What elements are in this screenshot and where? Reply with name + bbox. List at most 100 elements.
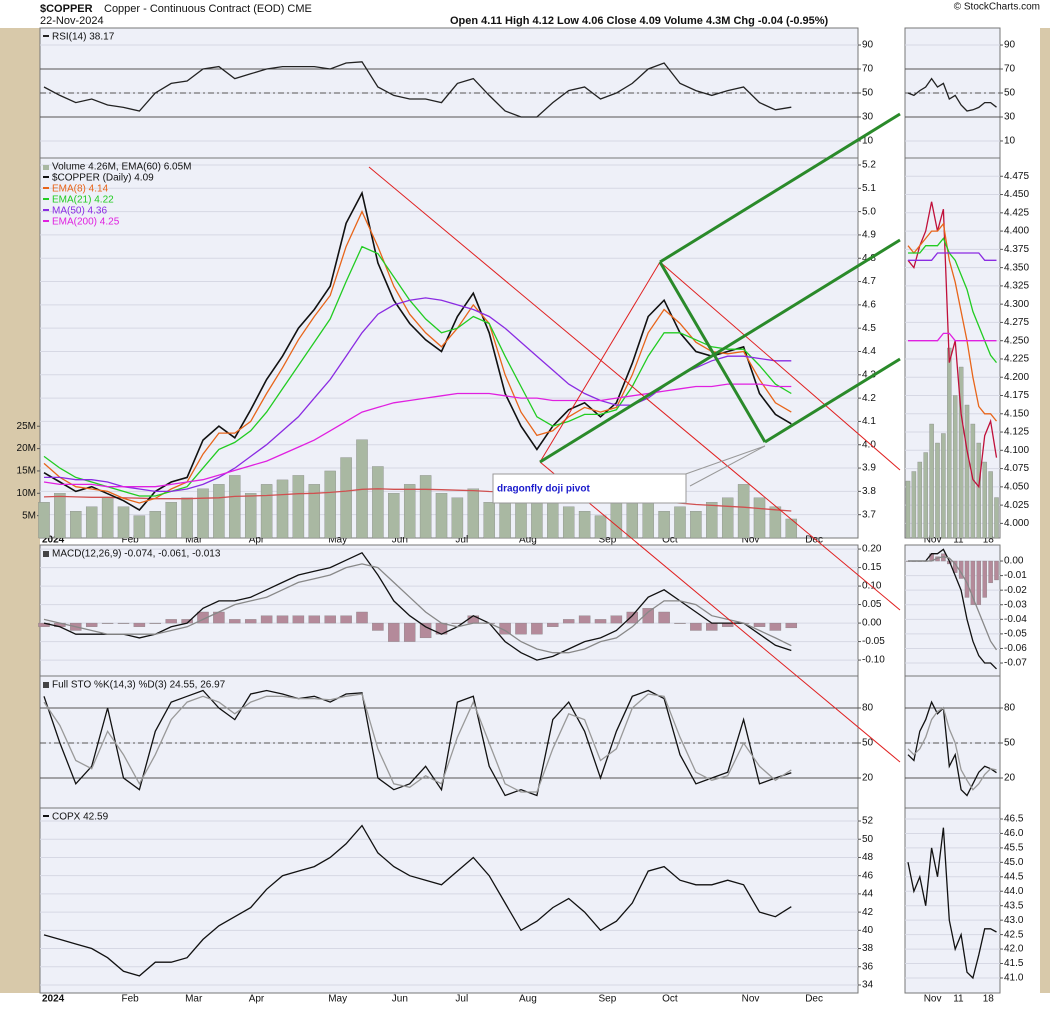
legend-entry: Volume 4.26M, EMA(60) 6.05M — [52, 162, 192, 173]
bar — [626, 611, 639, 624]
x-tick-label: 2024 — [42, 994, 65, 1005]
x-tick-label: Jul — [455, 994, 468, 1005]
bar — [117, 622, 130, 624]
bar — [133, 515, 146, 539]
bar — [149, 622, 162, 624]
callout-pointer — [679, 445, 766, 487]
x-tick-label: Mar — [185, 535, 203, 546]
x-tick-label: May — [328, 535, 347, 546]
bar — [467, 615, 480, 624]
bar — [435, 493, 448, 539]
x-tick-label: Sep — [599, 994, 617, 1005]
bar — [213, 484, 225, 539]
y-tick-label: 4.225 — [1004, 354, 1029, 365]
y-tick-label: 50 — [1004, 88, 1016, 99]
left-margin — [0, 28, 40, 993]
y-tick-label: 4.325 — [1004, 281, 1029, 292]
y-tick-label: 10 — [862, 136, 874, 147]
y-tick-label: 5.1 — [862, 183, 876, 194]
bar — [905, 480, 911, 539]
y-tick-label: 80 — [862, 703, 874, 714]
y-tick-label: 70 — [1004, 64, 1016, 75]
bar — [419, 622, 432, 639]
bar — [54, 493, 66, 539]
legend-swatch — [43, 176, 49, 178]
trend-line — [539, 261, 661, 463]
x-tick-label: 11 — [953, 994, 964, 1005]
pitchfork-median — [539, 238, 901, 464]
bar — [70, 511, 82, 539]
y-tick-label: 45.5 — [1004, 843, 1024, 854]
x-tick-label: Nov — [742, 994, 760, 1005]
bar — [133, 622, 146, 627]
bar — [785, 518, 798, 539]
x-tick-label: 2024 — [42, 535, 65, 546]
bar — [994, 497, 999, 539]
quote: Open 4.11 High 4.12 Low 4.06 Close 4.09 … — [450, 15, 829, 27]
x-tick-label: Jun — [392, 535, 408, 546]
bar — [610, 615, 623, 624]
series-line — [43, 383, 792, 488]
right-margin — [1040, 28, 1050, 993]
credit: © StockCharts.com — [954, 2, 1040, 13]
x-tick-label: Nov — [924, 994, 942, 1005]
legend-swatch — [43, 187, 49, 189]
panel — [904, 807, 1001, 994]
bar — [674, 506, 686, 539]
y-tick-label: 4.250 — [1004, 335, 1029, 346]
y-tick-label: 45.0 — [1004, 857, 1024, 868]
bar — [958, 366, 964, 539]
bar — [753, 497, 766, 539]
panels: 10 30 50 70 90 RSI(14) 38.17 3.7 3.8 3.9 4.0 4.1 4.… — [17, 27, 1029, 1005]
legend-swatch — [43, 815, 49, 817]
series-line — [908, 332, 997, 342]
y-tick-label: 4.275 — [1004, 317, 1029, 328]
y-tick-label: 43.0 — [1004, 915, 1024, 926]
bar — [197, 611, 209, 624]
bar — [578, 511, 591, 539]
series-line — [43, 551, 792, 661]
y-tick-label: 4.450 — [1004, 189, 1029, 200]
y-tick-label: 70 — [862, 64, 874, 75]
bar — [935, 442, 940, 539]
y-tick-label: 44.5 — [1004, 871, 1024, 882]
bar — [785, 622, 798, 629]
y-tick-label: 4.025 — [1004, 500, 1029, 511]
bar — [531, 622, 543, 635]
symbol: $COPPER — [40, 3, 93, 15]
bar — [531, 502, 543, 539]
y-tick-label: 4.7 — [862, 276, 876, 287]
bar — [562, 506, 575, 539]
y-tick-label: 46.0 — [1004, 828, 1024, 839]
pitchfork-tine — [764, 357, 901, 444]
y-tick-label: 50 — [1004, 738, 1016, 749]
y-tick-label: 80 — [1004, 703, 1016, 714]
bar — [260, 484, 273, 539]
bar — [356, 611, 368, 624]
y-tick-label: 4.350 — [1004, 262, 1029, 273]
y-tick-label: -0.05 — [1004, 629, 1027, 640]
annotation: dragonfly doji pivot — [497, 484, 590, 495]
y-tick-label: 4.050 — [1004, 481, 1029, 492]
panel-label: MACD(12,26,9) -0.074, -0.061, -0.013 — [52, 549, 221, 560]
x-tick-label: Sep — [599, 535, 617, 546]
y-tick-label: 3.9 — [862, 463, 876, 474]
bar — [499, 622, 511, 635]
bar — [149, 511, 162, 539]
series-line — [908, 252, 997, 261]
trend-lines: dragonfly doji pivot — [368, 112, 901, 763]
y-tick-label: 20 — [1004, 773, 1016, 784]
x-tick-label: Dec — [805, 994, 823, 1005]
y2-tick-label: 25M — [17, 421, 36, 432]
bar — [483, 502, 495, 539]
y-tick-label: 4.175 — [1004, 390, 1029, 401]
y-tick-label: 52 — [862, 816, 874, 827]
y-tick-label: 34 — [862, 980, 874, 991]
y-tick-label: 0.20 — [862, 544, 882, 555]
legend-entry: EMA(21) 4.22 — [52, 195, 114, 206]
x-tick-label: Oct — [662, 994, 678, 1005]
trend-line — [539, 461, 901, 763]
series-line — [907, 827, 997, 980]
bar — [947, 347, 952, 539]
series-line — [43, 689, 792, 797]
